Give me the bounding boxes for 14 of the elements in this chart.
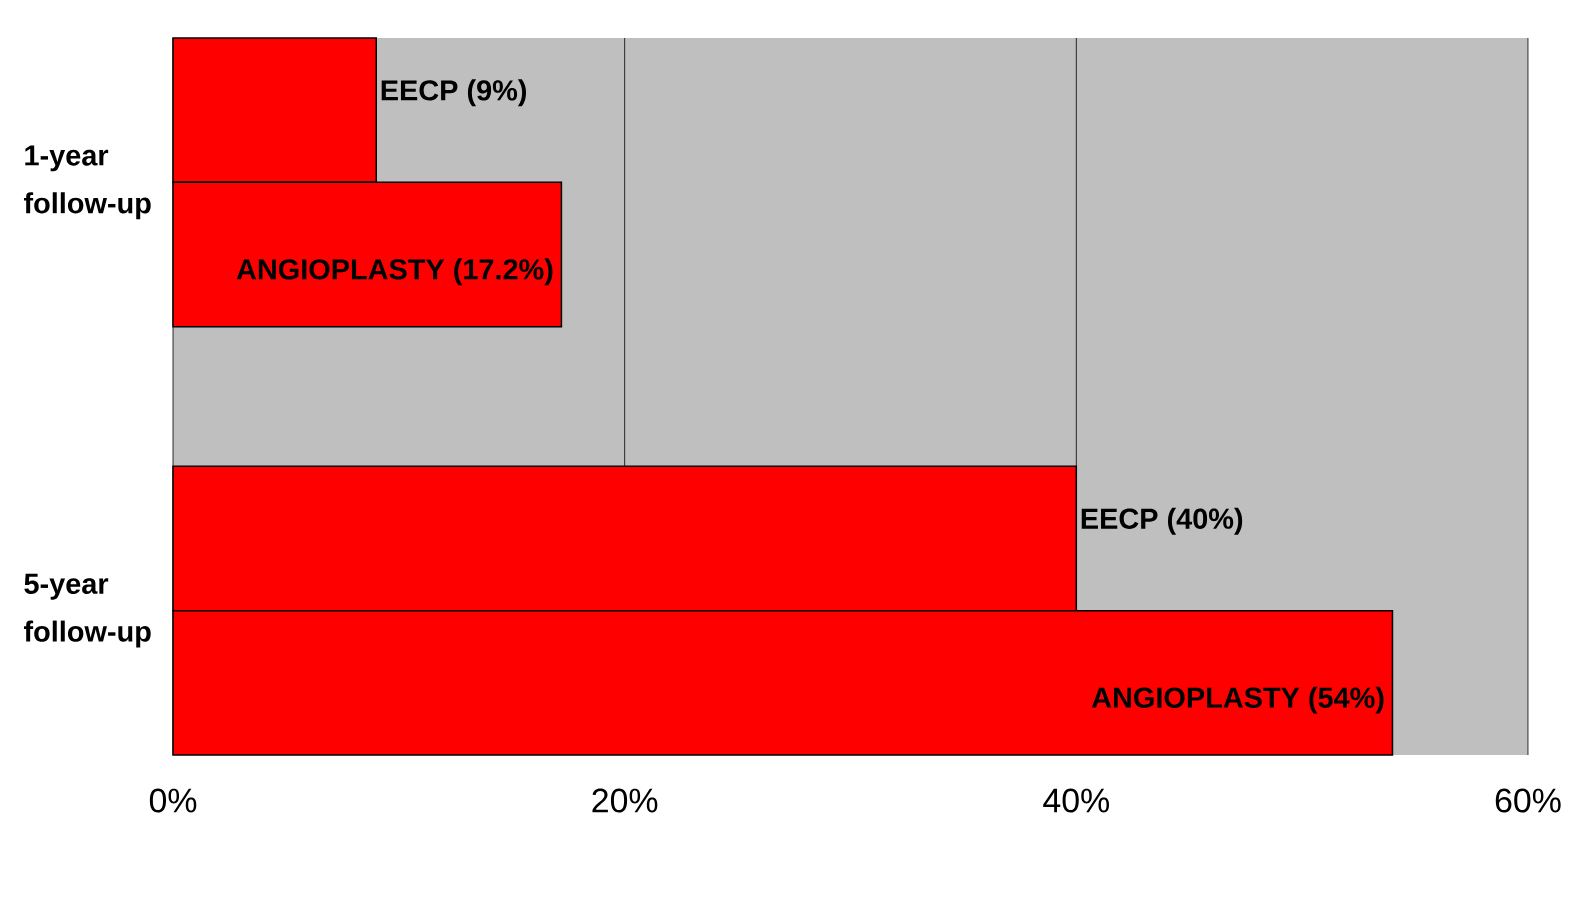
series-label: ANGIOPLASTY (236, 259, 445, 280)
x-tick-label: 60% (1495, 788, 1561, 813)
text: EECP (1081, 508, 1158, 529)
x-tick-label: 20% (592, 788, 658, 813)
series-label: EECP (381, 80, 458, 101)
data-label: (40%) (1167, 507, 1243, 535)
data-label: (54%) (1309, 686, 1384, 714)
data-label: (9%) (467, 79, 527, 107)
text: ANGIOPLASTY (1091, 687, 1300, 708)
y-tick-label: 5-year follow-up (23, 573, 151, 648)
x-tick-label: 40% (1043, 788, 1109, 813)
y-tick-label: 1-year follow-up (23, 145, 151, 220)
x-tick-label: 0% (149, 788, 197, 813)
data-label: (17.2%) (454, 258, 553, 286)
